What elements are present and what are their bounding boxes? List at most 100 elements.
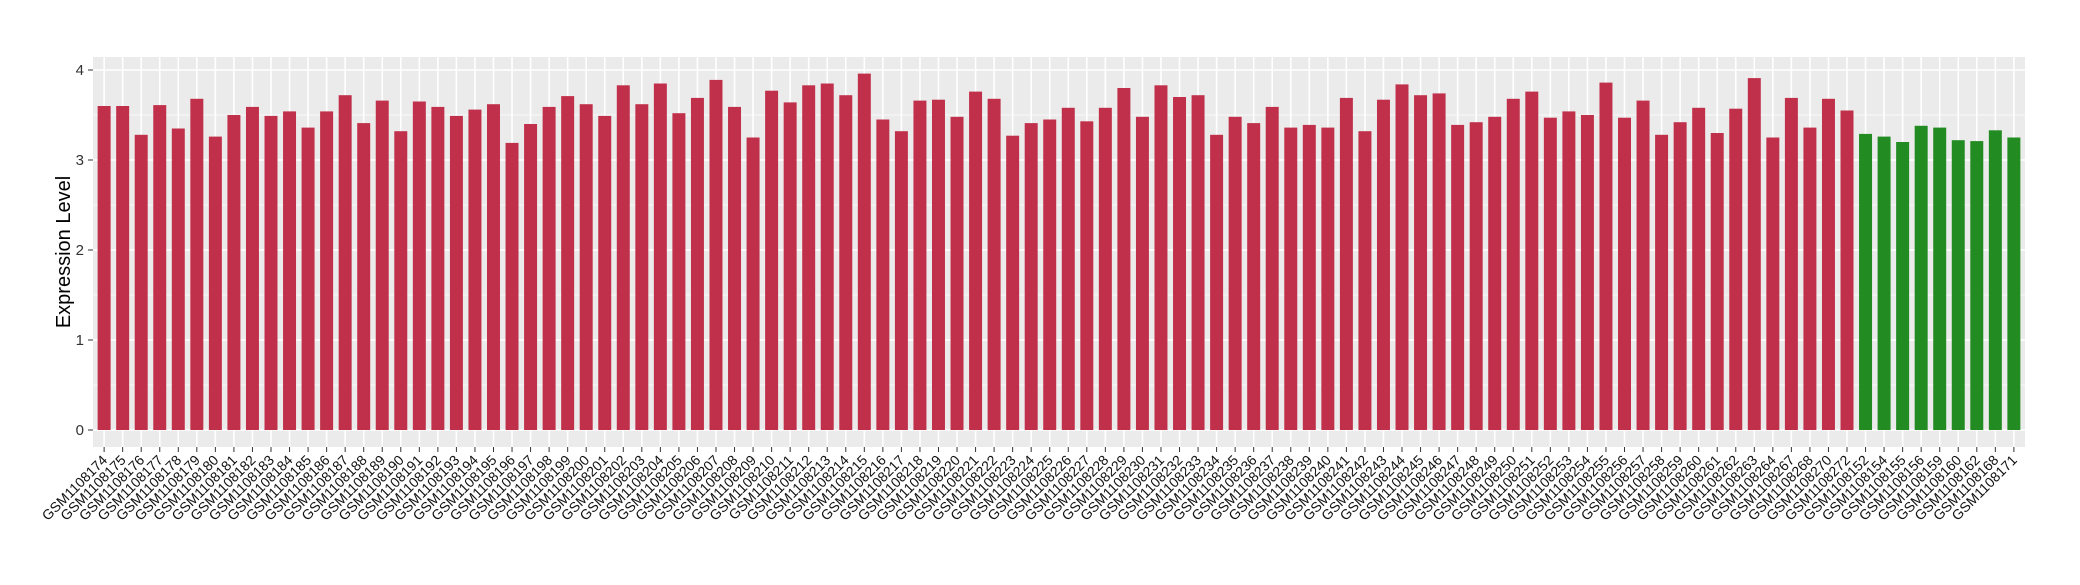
bar-GSM1108185: [301, 127, 315, 430]
bar-GSM1108236: [1247, 123, 1261, 430]
bar-GSM1108154: [1877, 136, 1891, 430]
bar-GSM1108188: [357, 123, 371, 430]
bar-GSM1108245: [1414, 95, 1428, 430]
bar-GSM1108214: [839, 95, 853, 430]
bar-GSM1108220: [950, 116, 964, 431]
bar-GSM1108240: [1321, 127, 1335, 430]
bar-GSM1108244: [1395, 84, 1409, 431]
bar-GSM1108256: [1618, 117, 1631, 430]
bar-GSM1108257: [1636, 100, 1650, 430]
bar-GSM1108207: [709, 79, 723, 431]
bar-GSM1108175: [116, 106, 130, 430]
bar-GSM1108232: [1173, 97, 1187, 430]
bar-GSM1108241: [1339, 97, 1353, 431]
bar-GSM1108270: [1821, 98, 1835, 431]
bar-GSM1108178: [171, 128, 185, 430]
y-tick-label: 2: [76, 242, 84, 259]
bar-GSM1108250: [1506, 98, 1520, 431]
bar-GSM1108194: [468, 109, 482, 430]
bar-GSM1108253: [1562, 111, 1576, 431]
bar-GSM1108221: [969, 91, 983, 430]
bar-GSM1108239: [1302, 124, 1316, 431]
bar-GSM1108182: [245, 106, 259, 431]
bar-GSM1108209: [746, 137, 760, 430]
y-tick-label: 3: [76, 152, 84, 169]
bar-GSM1108187: [338, 95, 352, 430]
bar-GSM1108210: [765, 90, 779, 430]
bar-GSM1108218: [913, 100, 927, 430]
bar-GSM1108193: [449, 115, 463, 431]
bar-GSM1108258: [1655, 134, 1669, 431]
bar-GSM1108230: [1135, 116, 1149, 431]
bar-GSM1108246: [1432, 93, 1446, 431]
bar-GSM1108192: [431, 106, 445, 431]
bar-GSM1108237: [1265, 106, 1279, 431]
bar-GSM1108252: [1543, 117, 1557, 430]
bar-GSM1108227: [1080, 121, 1094, 431]
bar-GSM1108195: [487, 104, 500, 430]
bar-GSM1108189: [375, 100, 389, 430]
bar-GSM1108211: [783, 102, 797, 431]
bar-GSM1108219: [931, 99, 945, 430]
bar-GSM1108267: [1784, 97, 1798, 431]
bar-GSM1108238: [1284, 127, 1298, 430]
bar-GSM1108229: [1117, 88, 1131, 430]
bar-GSM1108231: [1154, 85, 1168, 431]
y-tick-label: 0: [76, 422, 84, 439]
bar-GSM1108203: [635, 104, 649, 430]
bar-GSM1108204: [653, 83, 667, 430]
bar-GSM1108156: [1914, 125, 1928, 431]
bar-GSM1108212: [802, 85, 816, 431]
bar-GSM1108268: [1803, 127, 1817, 430]
bar-GSM1108160: [1951, 140, 1965, 430]
bar-GSM1108255: [1599, 82, 1613, 430]
bar-GSM1108228: [1098, 107, 1112, 431]
bar-GSM1108264: [1766, 137, 1780, 430]
bar-GSM1108233: [1191, 95, 1205, 430]
bar-GSM1108262: [1729, 108, 1743, 430]
bar-GSM1108254: [1580, 115, 1594, 430]
y-axis: 0 1 2 3 4: [76, 62, 93, 439]
bar-GSM1108159: [1933, 127, 1947, 430]
bar-GSM1108206: [690, 97, 704, 431]
bar-GSM1108199: [561, 96, 575, 430]
bar-GSM1108162: [1970, 141, 1984, 430]
bar-GSM1108217: [894, 131, 908, 430]
bar-GSM1108251: [1525, 91, 1539, 430]
bar-GSM1108272: [1840, 110, 1854, 430]
bar-GSM1108186: [320, 111, 334, 431]
bar-GSM1108261: [1710, 133, 1724, 430]
bar-GSM1108259: [1673, 122, 1687, 430]
bar-GSM1108155: [1896, 142, 1910, 430]
bar-GSM1108174: [97, 106, 111, 430]
bar-GSM1108177: [153, 105, 167, 430]
bar-GSM1108179: [190, 98, 204, 431]
bar-GSM1108171: [2007, 137, 2021, 430]
bar-GSM1108201: [598, 115, 612, 431]
bar-GSM1108226: [1061, 107, 1075, 431]
bar-GSM1108152: [1859, 133, 1873, 430]
bar-GSM1108247: [1451, 124, 1465, 431]
bar-GSM1108205: [672, 113, 686, 430]
bar-GSM1108196: [505, 142, 519, 430]
bar-GSM1108202: [616, 85, 630, 431]
bars: [97, 73, 2021, 431]
y-tick-label: 1: [76, 332, 84, 349]
y-tick-label: 4: [76, 62, 84, 79]
bar-GSM1108242: [1358, 131, 1372, 430]
bar-GSM1108234: [1210, 134, 1224, 431]
bar-GSM1108216: [876, 119, 890, 430]
bar-GSM1108191: [412, 101, 426, 430]
bar-GSM1108176: [134, 134, 148, 431]
bar-GSM1108249: [1488, 116, 1502, 431]
bar-GSM1108190: [394, 131, 408, 430]
bar-GSM1108224: [1024, 123, 1038, 430]
bar-GSM1108197: [524, 124, 538, 430]
bar-GSM1108213: [820, 83, 834, 430]
bar-GSM1108235: [1228, 116, 1242, 431]
bar-GSM1108183: [264, 115, 278, 431]
bar-GSM1108243: [1376, 99, 1390, 430]
x-axis: GSM1108174GSM1108175GSM1108176GSM1108177…: [39, 447, 2020, 523]
bar-GSM1108180: [208, 136, 222, 430]
